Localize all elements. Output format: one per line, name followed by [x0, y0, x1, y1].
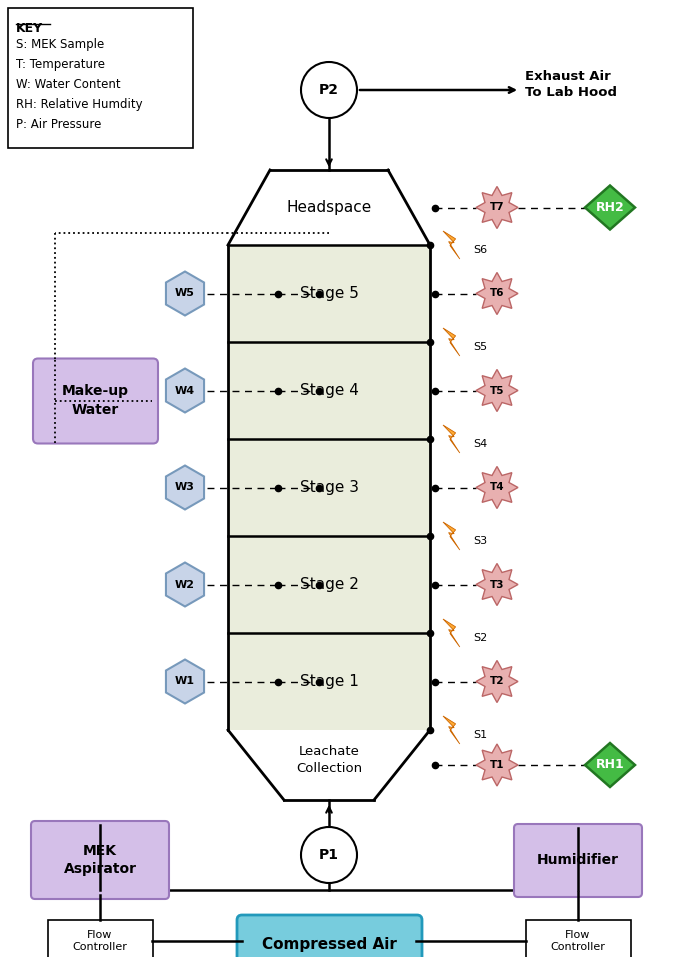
Text: P2: P2 [319, 83, 339, 97]
Text: RH2: RH2 [596, 201, 624, 214]
Circle shape [301, 827, 357, 883]
Text: RH1: RH1 [596, 759, 624, 771]
Polygon shape [585, 186, 635, 230]
FancyBboxPatch shape [514, 824, 642, 897]
Polygon shape [166, 659, 204, 703]
Text: Flow
Controller: Flow Controller [72, 930, 128, 952]
Text: T7: T7 [490, 203, 504, 212]
Polygon shape [476, 744, 518, 786]
Text: Flow
Controller: Flow Controller [550, 930, 605, 952]
Text: Exhaust Air
To Lab Hood: Exhaust Air To Lab Hood [525, 70, 617, 99]
Text: Leachate
Collection: Leachate Collection [296, 745, 362, 775]
Polygon shape [476, 273, 518, 315]
Text: Headspace: Headspace [286, 200, 372, 215]
Polygon shape [443, 425, 460, 453]
Text: KEY: KEY [16, 22, 43, 35]
Text: Stage 4: Stage 4 [300, 383, 359, 398]
Polygon shape [476, 564, 518, 606]
Text: P: Air Pressure: P: Air Pressure [16, 118, 101, 131]
Text: W4: W4 [175, 386, 195, 395]
Text: Stage 2: Stage 2 [300, 577, 359, 592]
Polygon shape [228, 730, 430, 800]
Text: W2: W2 [175, 580, 195, 590]
Polygon shape [443, 619, 460, 647]
Text: S1: S1 [473, 730, 487, 740]
Bar [8, 8, 193, 148]
Text: W3: W3 [175, 482, 195, 493]
Text: T: Temperature: T: Temperature [16, 58, 105, 71]
Text: S6: S6 [473, 245, 487, 255]
Polygon shape [166, 465, 204, 509]
Polygon shape [228, 170, 430, 245]
Bar [48, 920, 153, 957]
Polygon shape [585, 743, 635, 787]
FancyBboxPatch shape [33, 359, 158, 443]
Polygon shape [476, 466, 518, 508]
Polygon shape [443, 716, 460, 744]
Text: S2: S2 [473, 633, 487, 643]
Polygon shape [443, 522, 460, 550]
Text: T2: T2 [490, 677, 504, 686]
Text: Compressed Air: Compressed Air [262, 937, 396, 951]
Text: W1: W1 [175, 677, 195, 686]
FancyBboxPatch shape [31, 821, 169, 899]
Circle shape [301, 62, 357, 118]
Text: MEK
Aspirator: MEK Aspirator [64, 844, 137, 877]
Polygon shape [166, 272, 204, 316]
Polygon shape [166, 563, 204, 607]
Text: T3: T3 [490, 580, 504, 590]
Text: P1: P1 [319, 848, 339, 862]
Text: W: Water Content: W: Water Content [16, 78, 121, 91]
Text: S3: S3 [473, 536, 487, 546]
Bar [526, 920, 631, 957]
Text: S5: S5 [473, 342, 487, 352]
Text: Make-up
Water: Make-up Water [61, 385, 128, 416]
Text: Humidifier: Humidifier [537, 853, 619, 867]
Text: T6: T6 [490, 288, 504, 299]
Text: S: MEK Sample: S: MEK Sample [16, 38, 104, 51]
Text: T5: T5 [490, 386, 504, 395]
Polygon shape [476, 660, 518, 702]
Polygon shape [476, 369, 518, 412]
Polygon shape [166, 368, 204, 412]
Text: RH: Relative Humdity: RH: Relative Humdity [16, 98, 143, 111]
Polygon shape [476, 187, 518, 229]
Polygon shape [443, 328, 460, 356]
Polygon shape [443, 231, 460, 259]
Bar [228, 245, 430, 730]
Text: Stage 5: Stage 5 [300, 286, 359, 301]
Text: T4: T4 [490, 482, 504, 493]
FancyBboxPatch shape [237, 915, 422, 957]
Text: W5: W5 [175, 288, 195, 299]
Text: Stage 1: Stage 1 [300, 674, 359, 689]
Text: T1: T1 [490, 760, 504, 770]
Text: S4: S4 [473, 439, 487, 449]
Text: Stage 3: Stage 3 [300, 480, 359, 495]
